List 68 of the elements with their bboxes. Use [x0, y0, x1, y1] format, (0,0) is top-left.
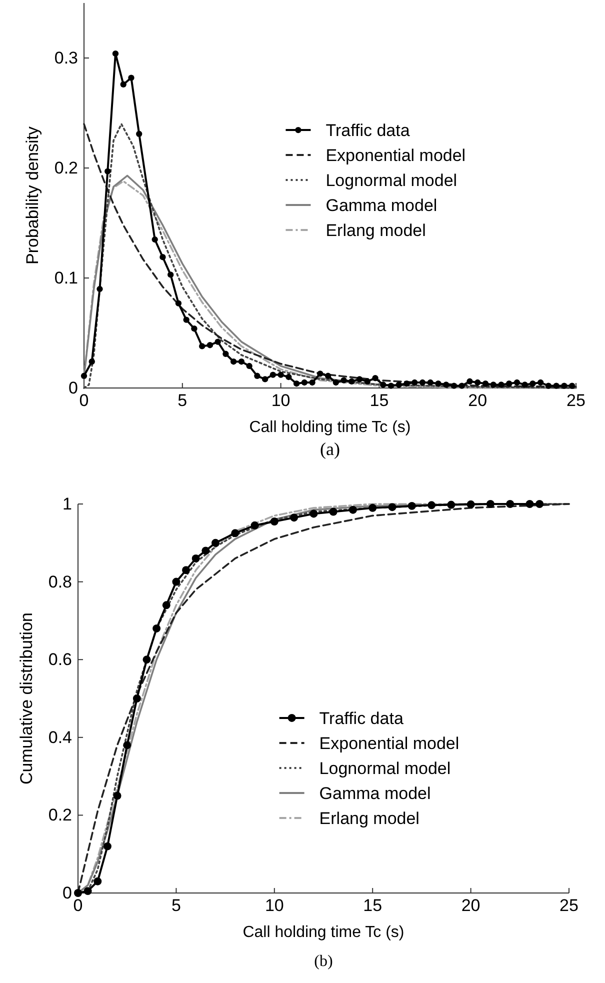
point — [270, 518, 278, 526]
y-axis-title: Probability density — [23, 126, 42, 264]
y-axis-title: Cumulative distribution — [17, 612, 36, 784]
point — [388, 503, 396, 512]
text: (b) — [314, 953, 333, 970]
x-tick-label: 15 — [363, 896, 382, 916]
point — [94, 877, 102, 886]
point — [84, 887, 92, 896]
text: (a) — [320, 439, 340, 459]
y-tick-label: 0.2 — [54, 158, 78, 178]
y-tick-label: 0.2 — [48, 806, 72, 825]
legend-label: Lognormal model — [326, 171, 458, 190]
legend-label: Exponential model — [319, 734, 460, 753]
point — [103, 842, 112, 850]
x-tick-label: 20 — [468, 391, 488, 410]
point — [142, 656, 151, 664]
x-tick-label: 25 — [566, 391, 586, 410]
point — [408, 502, 416, 510]
point — [526, 500, 534, 508]
point — [132, 694, 141, 702]
x-tick-label: 20 — [461, 896, 480, 916]
x-tick-label: 10 — [264, 896, 284, 916]
point — [536, 500, 544, 508]
y-tick-label: 0 — [68, 378, 78, 398]
y-tick-label: 0.8 — [48, 572, 72, 592]
point — [192, 554, 200, 562]
point — [162, 601, 170, 610]
x-axis-title: Call holding time Tc (s) — [249, 419, 411, 436]
x-axis-title: Call holding time Tc (s) — [242, 924, 404, 941]
x-tick-label: 25 — [560, 896, 578, 916]
point — [113, 792, 122, 800]
y-tick-label: 0.4 — [48, 728, 72, 747]
legend-label: Traffic data — [319, 708, 404, 728]
point — [348, 506, 357, 514]
y-tick-label: 0.1 — [54, 268, 78, 288]
point — [329, 508, 338, 516]
point — [172, 578, 180, 586]
point — [211, 538, 220, 547]
point — [447, 500, 456, 509]
point — [74, 889, 82, 897]
x-tick-label: 10 — [271, 391, 290, 410]
point — [250, 521, 259, 530]
x-tick-label: 15 — [370, 391, 389, 410]
point — [310, 510, 318, 518]
x-tick-label: 5 — [171, 896, 181, 916]
legend-label: Lognormal model — [319, 758, 451, 778]
legend-label: Gamma model — [319, 784, 431, 803]
x-tick-label: 5 — [178, 391, 188, 410]
point — [152, 624, 161, 632]
legend-label: Erlang model — [326, 221, 426, 240]
y-tick-label: 1 — [62, 494, 72, 514]
legend-label: Gamma model — [326, 196, 438, 216]
y-tick-label: 0.6 — [48, 650, 72, 670]
y-tick-label: 0.3 — [54, 48, 78, 68]
point — [466, 500, 475, 508]
y-tick-label: 0 — [62, 883, 72, 902]
legend-label: Erlang model — [319, 808, 420, 828]
point — [428, 501, 436, 510]
point — [506, 500, 514, 508]
point — [368, 504, 377, 512]
point — [486, 500, 494, 508]
point — [202, 546, 210, 555]
point — [290, 514, 298, 522]
point — [123, 741, 132, 750]
legend-label: Exponential model — [326, 146, 466, 166]
legend-label: Traffic data — [326, 121, 410, 140]
point — [182, 566, 190, 574]
point — [231, 529, 240, 538]
